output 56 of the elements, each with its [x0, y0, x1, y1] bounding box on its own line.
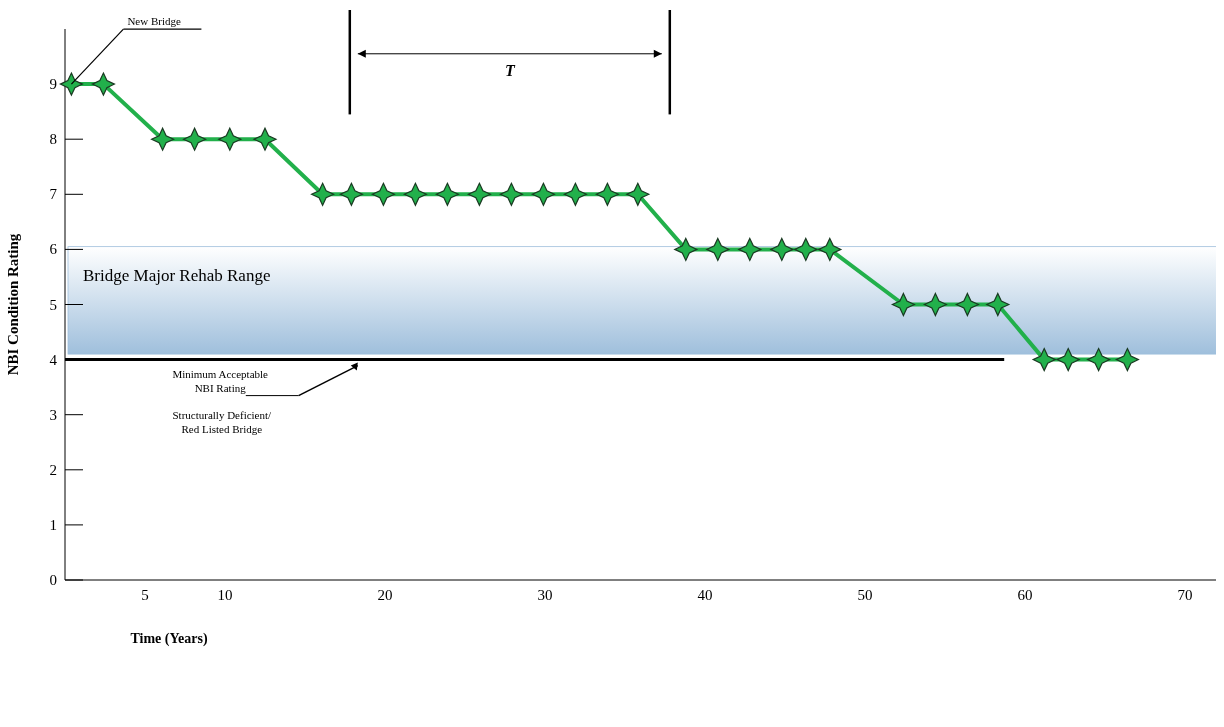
x-tick-label: 70	[1177, 587, 1193, 603]
point	[770, 237, 794, 261]
point	[371, 182, 395, 206]
point	[467, 182, 491, 206]
point	[1032, 348, 1056, 372]
point	[218, 127, 242, 151]
x-tick-label: 50	[857, 587, 873, 603]
annotation: T	[504, 61, 516, 79]
y-tick-label: 8	[49, 131, 57, 148]
x-tick-label: 30	[537, 587, 553, 603]
point	[1087, 348, 1111, 372]
point	[794, 237, 818, 261]
y-tick-label: 3	[49, 406, 57, 423]
x-tick-label: 5	[141, 587, 149, 603]
point	[818, 237, 842, 261]
y-tick-label: 4	[49, 351, 58, 368]
y-tick-label: 1	[49, 516, 57, 533]
band-label: Bridge Major Rehab Range	[83, 266, 271, 286]
point	[339, 182, 363, 206]
y-axis-title: NBI Condition Rating	[5, 233, 21, 376]
x-tick-label: 10	[217, 587, 233, 603]
point	[435, 182, 459, 206]
point	[891, 292, 915, 317]
annotation: Structurally Deficient/ Red Listed Bridge	[172, 408, 273, 435]
point	[91, 72, 115, 96]
ref-line-label: Minimum Acceptable NBI Rating	[172, 367, 269, 394]
point	[923, 292, 947, 317]
point	[674, 237, 698, 261]
y-tick-label: 6	[49, 241, 58, 258]
point	[253, 127, 277, 151]
point	[1115, 348, 1139, 372]
point	[626, 182, 650, 206]
x-tick-label: 40	[697, 587, 713, 603]
point	[1056, 348, 1080, 372]
point	[151, 127, 175, 151]
y-tick-label: 5	[49, 296, 57, 313]
point	[311, 182, 335, 206]
y-tick-label: 0	[49, 572, 57, 588]
y-tick-label: 7	[49, 186, 58, 203]
point	[531, 182, 555, 206]
point	[738, 237, 762, 261]
point	[595, 182, 619, 206]
point	[183, 127, 207, 151]
x-tick-label: 20	[377, 587, 393, 603]
annotation: New Bridge	[127, 15, 181, 28]
point	[986, 292, 1010, 317]
point	[403, 182, 427, 206]
point	[59, 72, 83, 96]
x-tick-label: 60	[1017, 587, 1033, 603]
point	[563, 182, 587, 206]
x-axis-title: Time (Years)	[130, 631, 208, 647]
y-tick-label: 9	[49, 76, 57, 93]
point	[955, 292, 979, 317]
point	[706, 237, 730, 261]
y-tick-label: 2	[49, 461, 57, 478]
point	[499, 182, 523, 206]
